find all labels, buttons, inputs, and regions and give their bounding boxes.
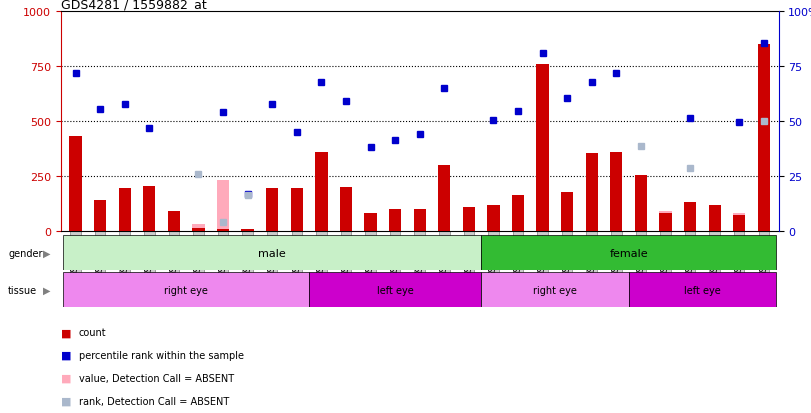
Bar — [463, 207, 475, 231]
Bar — [512, 195, 524, 231]
Text: rank, Detection Call = ABSENT: rank, Detection Call = ABSENT — [79, 396, 229, 406]
Text: count: count — [79, 328, 106, 337]
Text: right eye: right eye — [165, 285, 208, 295]
Bar — [635, 176, 647, 231]
Bar — [481, 235, 776, 271]
Text: ■: ■ — [61, 373, 71, 383]
Bar — [340, 188, 352, 231]
Bar — [168, 211, 180, 231]
Bar — [242, 229, 254, 231]
Bar — [438, 166, 450, 231]
Bar — [364, 227, 376, 231]
Text: female: female — [609, 248, 648, 258]
Bar — [659, 211, 672, 231]
Text: ■: ■ — [61, 396, 71, 406]
Text: ▶: ▶ — [43, 248, 50, 258]
Bar — [94, 201, 106, 231]
Bar — [414, 209, 426, 231]
Text: ■: ■ — [61, 350, 71, 360]
Bar — [684, 203, 696, 231]
Text: left eye: left eye — [684, 285, 721, 295]
Bar — [315, 152, 328, 231]
Bar — [733, 216, 745, 231]
Bar — [63, 273, 309, 308]
Bar — [536, 65, 549, 231]
Bar — [561, 193, 573, 231]
Bar — [290, 217, 303, 231]
Bar — [659, 214, 672, 231]
Text: ▶: ▶ — [43, 285, 50, 295]
Bar — [290, 189, 303, 231]
Text: male: male — [259, 248, 286, 258]
Bar — [144, 186, 156, 231]
Bar — [192, 225, 204, 231]
Text: percentile rank within the sample: percentile rank within the sample — [79, 350, 243, 360]
Text: right eye: right eye — [533, 285, 577, 295]
Bar — [364, 214, 376, 231]
Text: GDS4281 / 1559882_at: GDS4281 / 1559882_at — [61, 0, 207, 11]
Bar — [635, 176, 647, 231]
Bar — [629, 273, 776, 308]
Bar — [487, 205, 500, 231]
Text: tissue: tissue — [8, 285, 37, 295]
Bar — [709, 205, 721, 231]
Bar — [192, 228, 204, 231]
Text: left eye: left eye — [377, 285, 414, 295]
Bar — [610, 152, 623, 231]
Bar — [389, 209, 401, 231]
Bar — [309, 273, 481, 308]
Text: value, Detection Call = ABSENT: value, Detection Call = ABSENT — [79, 373, 234, 383]
Bar — [757, 211, 770, 231]
Bar — [586, 154, 598, 231]
Text: gender: gender — [8, 248, 43, 258]
Bar — [217, 181, 230, 231]
Bar — [118, 189, 131, 231]
Bar — [266, 189, 278, 231]
Bar — [757, 45, 770, 231]
Bar — [481, 273, 629, 308]
Bar — [217, 229, 230, 231]
Bar — [70, 137, 82, 231]
Bar — [63, 235, 481, 271]
Text: ■: ■ — [61, 328, 71, 337]
Bar — [733, 214, 745, 231]
